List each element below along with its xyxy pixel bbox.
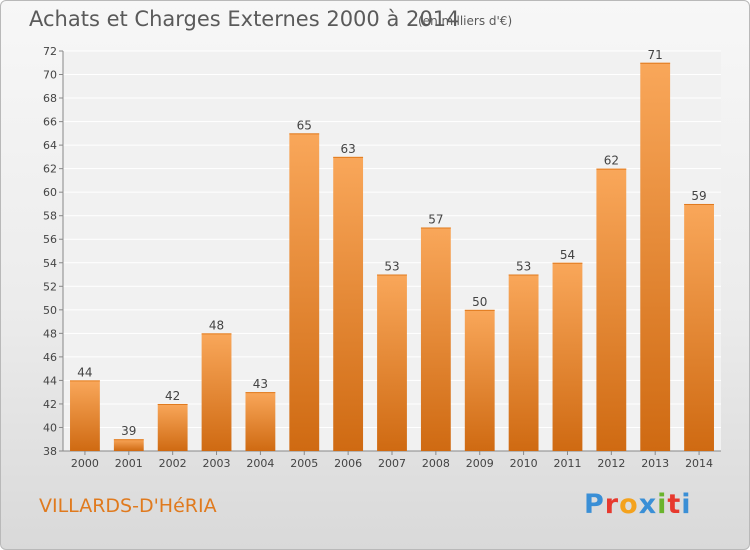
y-tick-label: 40 [43, 421, 57, 434]
bar [70, 380, 100, 451]
chart-subtitle: (en milliers d'€) [418, 14, 513, 28]
chart-title: Achats et Charges Externes 2000 à 2014 [29, 7, 460, 31]
bar-value-label: 59 [691, 189, 706, 203]
y-tick-label: 60 [43, 186, 57, 199]
x-tick-label: 2004 [246, 457, 274, 470]
bar-value-label: 39 [121, 424, 136, 438]
y-tick-label: 52 [43, 280, 57, 293]
y-tick-label: 38 [43, 445, 57, 458]
x-tick-label: 2006 [334, 457, 362, 470]
bar-value-label: 57 [428, 212, 443, 226]
y-tick-label: 48 [43, 327, 57, 340]
bar-value-label: 53 [516, 260, 531, 274]
x-tick-label: 2003 [203, 457, 231, 470]
bar-value-label: 44 [77, 365, 92, 379]
bar [201, 333, 232, 451]
logo-letter: x [638, 489, 658, 520]
y-tick-label: 70 [43, 69, 57, 82]
x-tick-label: 2010 [510, 457, 538, 470]
bar-value-label: 54 [560, 248, 575, 262]
logo-letter: i [681, 489, 692, 520]
bar-value-label: 62 [604, 154, 619, 168]
bar-value-label: 53 [384, 260, 399, 274]
y-tick-label: 64 [43, 139, 57, 152]
logo-letter: P [584, 489, 605, 520]
bar [333, 156, 364, 451]
x-tick-label: 2008 [422, 457, 450, 470]
bar [464, 309, 495, 451]
bar [289, 133, 320, 451]
bar [157, 403, 188, 451]
bar [684, 203, 714, 451]
bar [640, 62, 671, 451]
y-tick-label: 50 [43, 304, 57, 317]
y-tick-label: 42 [43, 398, 57, 411]
x-tick-label: 2007 [378, 457, 406, 470]
bar [377, 274, 407, 451]
bar [552, 262, 583, 451]
x-tick-label: 2013 [641, 457, 669, 470]
commune-name: VILLARDS-D'HéRIA [39, 495, 217, 517]
x-tick-label: 2009 [466, 457, 494, 470]
bar-value-label: 65 [297, 118, 312, 132]
x-tick-label: 2000 [71, 457, 99, 470]
bar-value-label: 42 [165, 389, 180, 403]
y-tick-label: 58 [43, 210, 57, 223]
logo-letter: r [604, 489, 620, 520]
bar [420, 227, 451, 451]
bar [596, 168, 627, 451]
y-tick-label: 44 [43, 374, 57, 387]
logo-letter: i [657, 489, 668, 520]
x-tick-label: 2001 [115, 457, 143, 470]
x-tick-label: 2002 [159, 457, 187, 470]
x-tick-label: 2011 [553, 457, 581, 470]
bar-value-label: 71 [648, 48, 663, 62]
bar [245, 392, 276, 451]
bar-value-label: 43 [253, 377, 268, 391]
bar [113, 439, 144, 451]
logo-letter: t [667, 489, 682, 520]
y-tick-label: 56 [43, 233, 57, 246]
x-tick-label: 2005 [290, 457, 318, 470]
bar-value-label: 48 [209, 318, 224, 332]
bar-value-label: 50 [472, 295, 487, 309]
logo-letter: o [619, 489, 639, 520]
y-tick-label: 68 [43, 92, 57, 105]
y-tick-label: 46 [43, 351, 57, 364]
y-tick-label: 66 [43, 116, 57, 129]
proxiti-logo: Proxiti [584, 489, 692, 520]
x-tick-label: 2012 [597, 457, 625, 470]
y-tick-label: 62 [43, 163, 57, 176]
y-tick-label: 54 [43, 257, 57, 270]
x-tick-label: 2014 [685, 457, 713, 470]
y-tick-label: 72 [43, 45, 57, 58]
bar [508, 274, 539, 451]
bar-value-label: 63 [340, 142, 355, 156]
